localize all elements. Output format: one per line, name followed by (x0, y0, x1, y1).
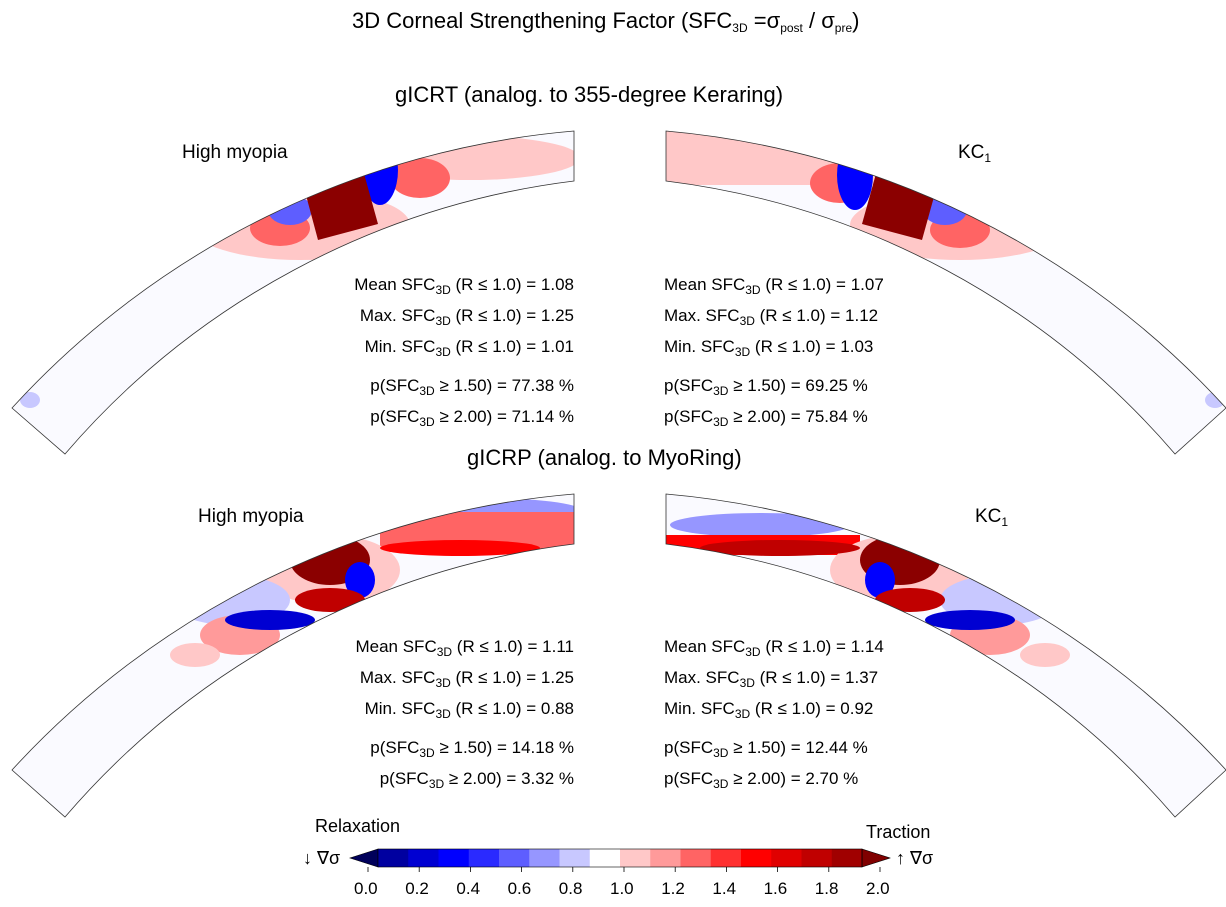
stat-mean: Mean SFC3D (R ≤ 1.0) = 1.08 (354, 275, 574, 297)
stat-mean: Mean SFC3D (R ≤ 1.0) = 1.07 (664, 275, 884, 297)
colorbar-right-arrow: ↑ ∇σ (896, 848, 934, 868)
stat-p200: p(SFC3D ≥ 2.00) = 75.84 % (664, 407, 868, 429)
colorbar-segment (620, 849, 651, 867)
colorbar-tick-label: 0.2 (405, 879, 429, 898)
stat-min: Min. SFC3D (R ≤ 1.0) = 0.92 (664, 699, 874, 721)
colorbar-segment (529, 849, 560, 867)
colorbar-segment (801, 849, 833, 867)
colorbar-tick-label: 1.4 (712, 879, 737, 898)
stat-min: Min. SFC3D (R ≤ 1.0) = 0.88 (364, 699, 574, 721)
colorbar-left-label: Relaxation (315, 816, 401, 836)
colorbar-tick-label: 1.2 (661, 879, 685, 898)
colorbar-segment (680, 849, 712, 867)
figure-title: 3D Corneal Strengthening Factor (SFC3D =… (352, 8, 860, 35)
stats-bottom-left: Mean SFC3D (R ≤ 1.0) = 1.11 Max. SFC3D (R… (355, 634, 574, 797)
stat-p150: p(SFC3D ≥ 1.50) = 12.44 % (664, 738, 868, 760)
colorbar-segment (438, 849, 470, 867)
stat-p200: p(SFC3D ≥ 2.00) = 71.14 % (370, 407, 574, 429)
stat-min: Min. SFC3D (R ≤ 1.0) = 1.03 (664, 337, 874, 359)
colorbar-max-arrow (861, 848, 891, 868)
stat-max: Max. SFC3D (R ≤ 1.0) = 1.25 (359, 306, 574, 328)
colorbar-segment (468, 849, 500, 867)
panel-label-top-right: KC1 (958, 142, 992, 165)
colorbar-segment (710, 849, 742, 867)
stats-top-left: Mean SFC3D (R ≤ 1.0) = 1.08 Max. SFC3D (R… (354, 272, 574, 435)
colorbar-segment (378, 849, 409, 867)
colorbar-min-arrow (349, 848, 379, 868)
colorbar-segment (408, 849, 439, 867)
colorbar-tick-label: 2.0 (866, 879, 890, 898)
colorbar-tick-label: 1.6 (763, 879, 788, 898)
stat-p200: p(SFC3D ≥ 2.00) = 3.32 % (379, 769, 574, 791)
stat-max: Max. SFC3D (R ≤ 1.0) = 1.25 (359, 668, 574, 690)
colorbar-segment (589, 849, 621, 867)
stat-max: Max. SFC3D (R ≤ 1.0) = 1.12 (664, 306, 879, 328)
colorbar-tick-label: 1.0 (610, 879, 634, 898)
stat-mean: Mean SFC3D (R ≤ 1.0) = 1.14 (664, 637, 884, 659)
stat-p150: p(SFC3D ≥ 1.50) = 77.38 % (370, 376, 574, 398)
colorbar-segment (499, 849, 530, 867)
stat-max: Max. SFC3D (R ≤ 1.0) = 1.37 (664, 668, 879, 690)
colorbar-segment (650, 849, 681, 867)
colorbar-segment (831, 849, 863, 867)
stats-bottom-right: Mean SFC3D (R ≤ 1.0) = 1.14 Max. SFC3D (R… (664, 634, 884, 797)
colorbar-tick-label: 0.4 (456, 879, 481, 898)
colorbar-segment (771, 849, 802, 867)
section-title-gicrp: gICRP (analog. to MyoRing) (467, 445, 742, 470)
panel-label-bottom-left: High myopia (198, 506, 304, 527)
panel-label-top-left: High myopia (182, 142, 288, 163)
colorbar-segment (741, 849, 772, 867)
colorbar-left-arrow: ↓ ∇σ (303, 848, 341, 868)
colorbar (349, 848, 891, 872)
stat-mean: Mean SFC3D (R ≤ 1.0) = 1.11 (355, 637, 574, 659)
stats-top-right: Mean SFC3D (R ≤ 1.0) = 1.07 Max. SFC3D (R… (664, 272, 884, 435)
section-title-gicrt: gICRT (analog. to 355-degree Keraring) (395, 82, 784, 107)
stat-p150: p(SFC3D ≥ 1.50) = 69.25 % (664, 376, 868, 398)
colorbar-right-label: Traction (866, 822, 931, 842)
stat-min: Min. SFC3D (R ≤ 1.0) = 1.01 (364, 337, 574, 359)
colorbar-tick-label: 1.8 (814, 879, 839, 898)
colorbar-tick-label: 0.6 (507, 879, 532, 898)
colorbar-tick-label: 0.8 (558, 879, 583, 898)
stat-p150: p(SFC3D ≥ 1.50) = 14.18 % (370, 738, 574, 760)
stat-p200: p(SFC3D ≥ 2.00) = 2.70 % (664, 769, 859, 791)
colorbar-segment (559, 849, 591, 867)
panel-label-bottom-right: KC1 (975, 506, 1009, 529)
colorbar-tick-label: 0.0 (354, 879, 378, 898)
